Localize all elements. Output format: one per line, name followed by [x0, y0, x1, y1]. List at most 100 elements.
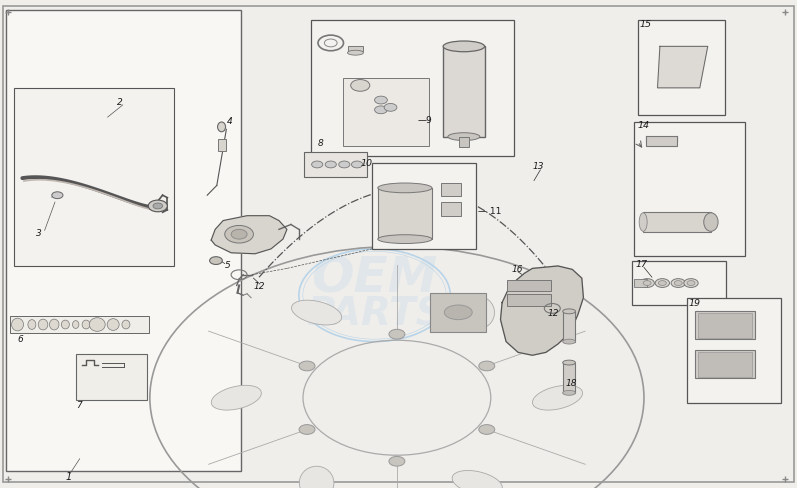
Ellipse shape [107, 319, 120, 330]
Ellipse shape [12, 318, 24, 331]
Circle shape [687, 281, 695, 285]
Bar [218, 139, 226, 151]
Bar [14, 88, 174, 266]
Bar [646, 136, 677, 146]
Circle shape [225, 225, 253, 243]
Ellipse shape [347, 50, 363, 55]
Bar [372, 163, 476, 249]
Ellipse shape [378, 183, 432, 193]
Bar [304, 152, 367, 177]
Text: 16: 16 [512, 265, 523, 274]
Ellipse shape [300, 466, 334, 488]
Text: 10: 10 [360, 160, 372, 168]
Bar [343, 78, 429, 146]
Ellipse shape [532, 386, 583, 410]
Circle shape [384, 103, 397, 111]
Bar [6, 10, 241, 471]
Ellipse shape [218, 122, 226, 132]
Ellipse shape [639, 213, 647, 231]
Ellipse shape [73, 321, 79, 328]
Bar [632, 261, 726, 305]
Circle shape [479, 425, 495, 434]
Bar [638, 20, 725, 115]
Ellipse shape [563, 309, 575, 314]
Bar [76, 354, 147, 400]
Ellipse shape [460, 296, 494, 329]
Circle shape [375, 96, 387, 104]
Text: 5: 5 [225, 262, 230, 270]
Ellipse shape [452, 470, 502, 488]
Circle shape [674, 281, 682, 285]
Text: 15: 15 [640, 20, 652, 29]
Bar [695, 350, 755, 378]
Circle shape [52, 192, 63, 199]
Ellipse shape [89, 318, 105, 331]
Text: — 11: — 11 [478, 207, 501, 216]
Circle shape [351, 161, 363, 168]
Circle shape [643, 281, 651, 285]
Bar [459, 137, 469, 147]
Text: 18: 18 [566, 379, 577, 387]
Text: 12: 12 [548, 309, 559, 318]
Bar [634, 279, 647, 287]
Circle shape [658, 281, 666, 285]
Circle shape [325, 161, 336, 168]
Text: OEM: OEM [312, 254, 438, 302]
Circle shape [299, 425, 315, 434]
Circle shape [684, 279, 698, 287]
Text: 12: 12 [253, 282, 265, 291]
Ellipse shape [378, 235, 432, 244]
Bar [10, 316, 149, 333]
Bar [507, 294, 551, 306]
Text: 14: 14 [638, 122, 650, 130]
Circle shape [312, 161, 323, 168]
Text: 1: 1 [65, 472, 72, 482]
Bar [441, 202, 461, 216]
Circle shape [389, 329, 405, 339]
Circle shape [351, 80, 370, 91]
Bar [378, 188, 432, 239]
Text: PARTS: PARTS [306, 296, 443, 334]
Circle shape [389, 456, 405, 466]
Circle shape [671, 279, 685, 287]
Circle shape [339, 161, 350, 168]
Ellipse shape [445, 305, 472, 320]
Ellipse shape [82, 320, 90, 329]
Bar [430, 293, 486, 332]
Ellipse shape [563, 390, 575, 395]
Circle shape [210, 257, 222, 264]
Ellipse shape [704, 213, 718, 231]
Text: 4: 4 [226, 117, 232, 125]
Ellipse shape [49, 319, 59, 330]
Ellipse shape [38, 319, 48, 330]
Polygon shape [658, 46, 708, 88]
Bar [507, 280, 551, 291]
Text: 19: 19 [689, 299, 701, 308]
Text: 13: 13 [532, 163, 544, 171]
Circle shape [231, 229, 247, 239]
Bar [695, 311, 755, 339]
Bar [443, 46, 485, 137]
Bar [348, 46, 363, 51]
Ellipse shape [122, 320, 130, 329]
Ellipse shape [443, 41, 485, 52]
Circle shape [148, 200, 167, 212]
Circle shape [153, 203, 163, 209]
Polygon shape [211, 216, 287, 254]
Ellipse shape [211, 386, 261, 410]
Ellipse shape [292, 300, 342, 325]
Bar [311, 20, 514, 156]
Bar [441, 183, 461, 196]
Circle shape [640, 279, 654, 287]
Bar [687, 298, 781, 403]
Circle shape [655, 279, 669, 287]
Bar [643, 212, 711, 232]
Ellipse shape [448, 133, 480, 141]
Text: 8: 8 [317, 139, 323, 148]
Text: 3: 3 [36, 229, 41, 238]
Text: 6: 6 [18, 335, 23, 344]
Text: 7: 7 [77, 401, 82, 409]
Text: 2: 2 [117, 98, 123, 107]
Circle shape [479, 361, 495, 371]
Circle shape [375, 106, 387, 114]
